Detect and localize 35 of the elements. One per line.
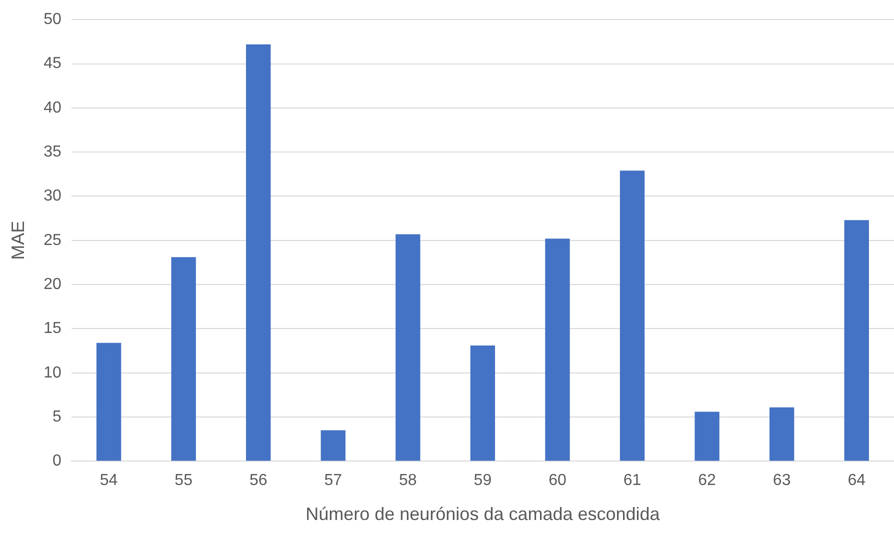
bar (545, 238, 570, 461)
y-tick-label: 50 (44, 11, 62, 28)
y-tick-label: 10 (44, 364, 62, 382)
y-tick-label: 15 (44, 320, 62, 338)
y-tick-label: 25 (44, 232, 62, 249)
x-tick-label: 54 (100, 472, 118, 490)
y-tick-label: 30 (44, 188, 62, 205)
x-tick-label: 56 (249, 472, 268, 490)
bar (396, 234, 420, 461)
y-tick-label: 35 (44, 143, 62, 160)
bar (171, 257, 196, 461)
y-axis-title: MAE (8, 220, 28, 260)
y-tick-label: 40 (44, 99, 62, 116)
bar (470, 346, 496, 461)
bar (694, 412, 720, 461)
bar (96, 342, 122, 461)
x-tick-label: 58 (399, 472, 417, 490)
bar (620, 170, 645, 461)
y-tick-label: 5 (52, 408, 62, 426)
x-tick-label: 60 (548, 472, 566, 490)
bar (844, 220, 869, 461)
x-tick-label: 59 (474, 472, 492, 490)
x-tick-label: 57 (324, 472, 342, 490)
x-axis-title: Número de neurónios da camada escondida (306, 504, 661, 524)
bar (246, 44, 271, 461)
x-tick-label: 63 (772, 472, 791, 490)
x-tick-label: 64 (848, 472, 866, 490)
bar (769, 407, 794, 461)
y-tick-label: 45 (44, 55, 62, 72)
x-tick-label: 61 (623, 472, 642, 490)
x-tick-label: 62 (698, 472, 716, 490)
y-tick-label: 20 (44, 276, 62, 293)
x-tick-label: 55 (174, 472, 193, 490)
bar (320, 430, 346, 461)
y-tick-label: 0 (52, 452, 62, 470)
